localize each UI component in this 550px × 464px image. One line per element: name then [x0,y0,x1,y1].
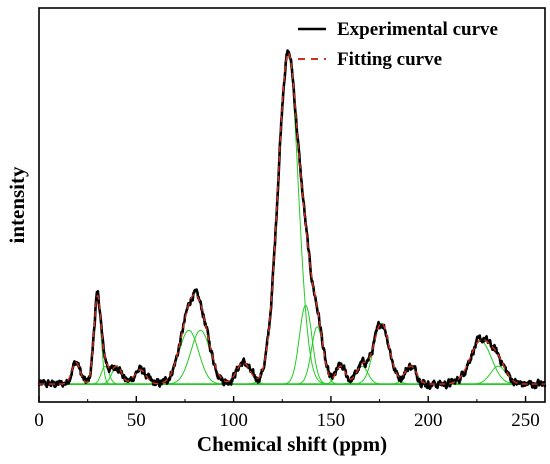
x-tick-label: 100 [219,410,248,431]
component-peak [39,322,545,385]
x-axis-ticks: 0 50 100 150 200 250 [34,396,540,431]
x-tick-label: 150 [317,410,346,431]
fitting-curve-line [39,52,545,385]
x-tick-label: 0 [34,410,44,431]
component-peak [39,304,545,385]
plot-frame [38,7,546,403]
component-peak [39,297,545,385]
y-axis-title: intensity [5,166,29,244]
x-tick-label: 200 [414,410,443,431]
fitted-component-peaks [39,54,545,385]
experimental-curve-line [37,49,547,390]
component-peak [39,54,545,385]
legend-label-fitting: Fitting curve [337,49,442,70]
x-axis-title: Chemical shift (ppm) [197,432,387,456]
component-peak [39,326,545,385]
x-tick-label: 50 [127,410,146,431]
x-tick-label: 250 [511,410,540,431]
legend-label-experimental: Experimental curve [337,19,498,40]
legend: Experimental curve Fitting curve [298,19,498,70]
